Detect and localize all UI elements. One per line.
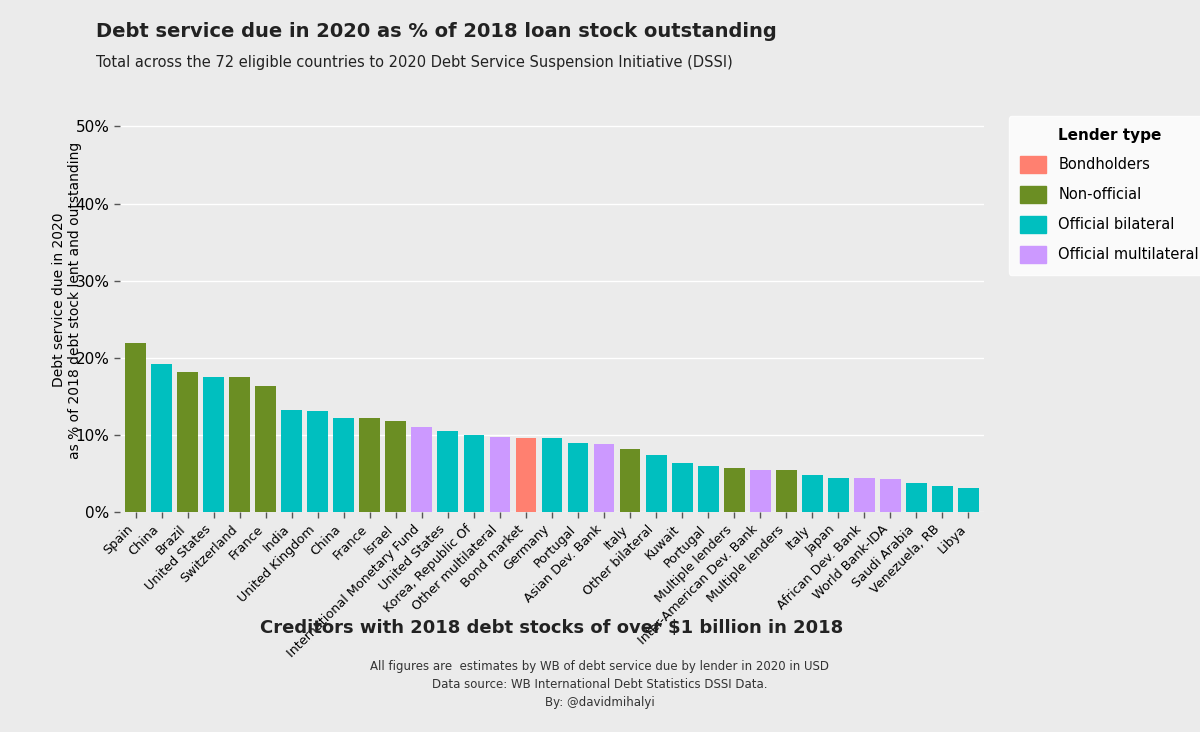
Bar bbox=[828, 478, 848, 512]
Bar bbox=[125, 343, 146, 512]
Bar bbox=[697, 466, 719, 512]
Bar bbox=[724, 468, 744, 512]
Bar bbox=[229, 377, 250, 512]
Text: Creditors with 2018 debt stocks of over $1 billion in 2018: Creditors with 2018 debt stocks of over … bbox=[260, 619, 844, 637]
Bar bbox=[750, 470, 770, 512]
Bar bbox=[490, 437, 510, 512]
Bar bbox=[203, 377, 224, 512]
Text: By: @davidmihalyi: By: @davidmihalyi bbox=[545, 696, 655, 709]
Bar bbox=[932, 486, 953, 512]
Bar bbox=[958, 488, 979, 512]
Text: Total across the 72 eligible countries to 2020 Debt Service Suspension Initiativ: Total across the 72 eligible countries t… bbox=[96, 55, 733, 70]
Bar bbox=[854, 478, 875, 512]
Bar bbox=[880, 479, 901, 512]
Bar bbox=[281, 410, 302, 512]
Bar bbox=[568, 443, 588, 512]
Bar bbox=[516, 438, 536, 512]
Y-axis label: Debt service due in 2020
as % of 2018 debt stock lent and outstanding: Debt service due in 2020 as % of 2018 de… bbox=[52, 141, 83, 459]
Bar bbox=[672, 463, 692, 512]
Bar bbox=[307, 411, 328, 512]
Bar bbox=[906, 483, 926, 512]
Bar bbox=[178, 372, 198, 512]
Bar bbox=[412, 427, 432, 512]
Bar bbox=[541, 438, 563, 512]
Bar bbox=[256, 386, 276, 512]
Legend: Bondholders, Non-official, Official bilateral, Official multilateral: Bondholders, Non-official, Official bila… bbox=[1008, 116, 1200, 274]
Bar bbox=[619, 449, 641, 512]
Text: Data source: WB International Debt Statistics DSSI Data.: Data source: WB International Debt Stati… bbox=[432, 678, 768, 691]
Bar bbox=[334, 418, 354, 512]
Bar bbox=[802, 475, 823, 512]
Bar bbox=[463, 436, 485, 512]
Bar bbox=[151, 365, 172, 512]
Bar bbox=[646, 455, 666, 512]
Bar bbox=[385, 421, 407, 512]
Bar bbox=[776, 470, 797, 512]
Bar bbox=[438, 431, 458, 512]
Bar bbox=[360, 418, 380, 512]
Text: Debt service due in 2020 as % of 2018 loan stock outstanding: Debt service due in 2020 as % of 2018 lo… bbox=[96, 22, 776, 41]
Bar bbox=[594, 444, 614, 512]
Text: All figures are  estimates by WB of debt service due by lender in 2020 in USD: All figures are estimates by WB of debt … bbox=[371, 660, 829, 673]
